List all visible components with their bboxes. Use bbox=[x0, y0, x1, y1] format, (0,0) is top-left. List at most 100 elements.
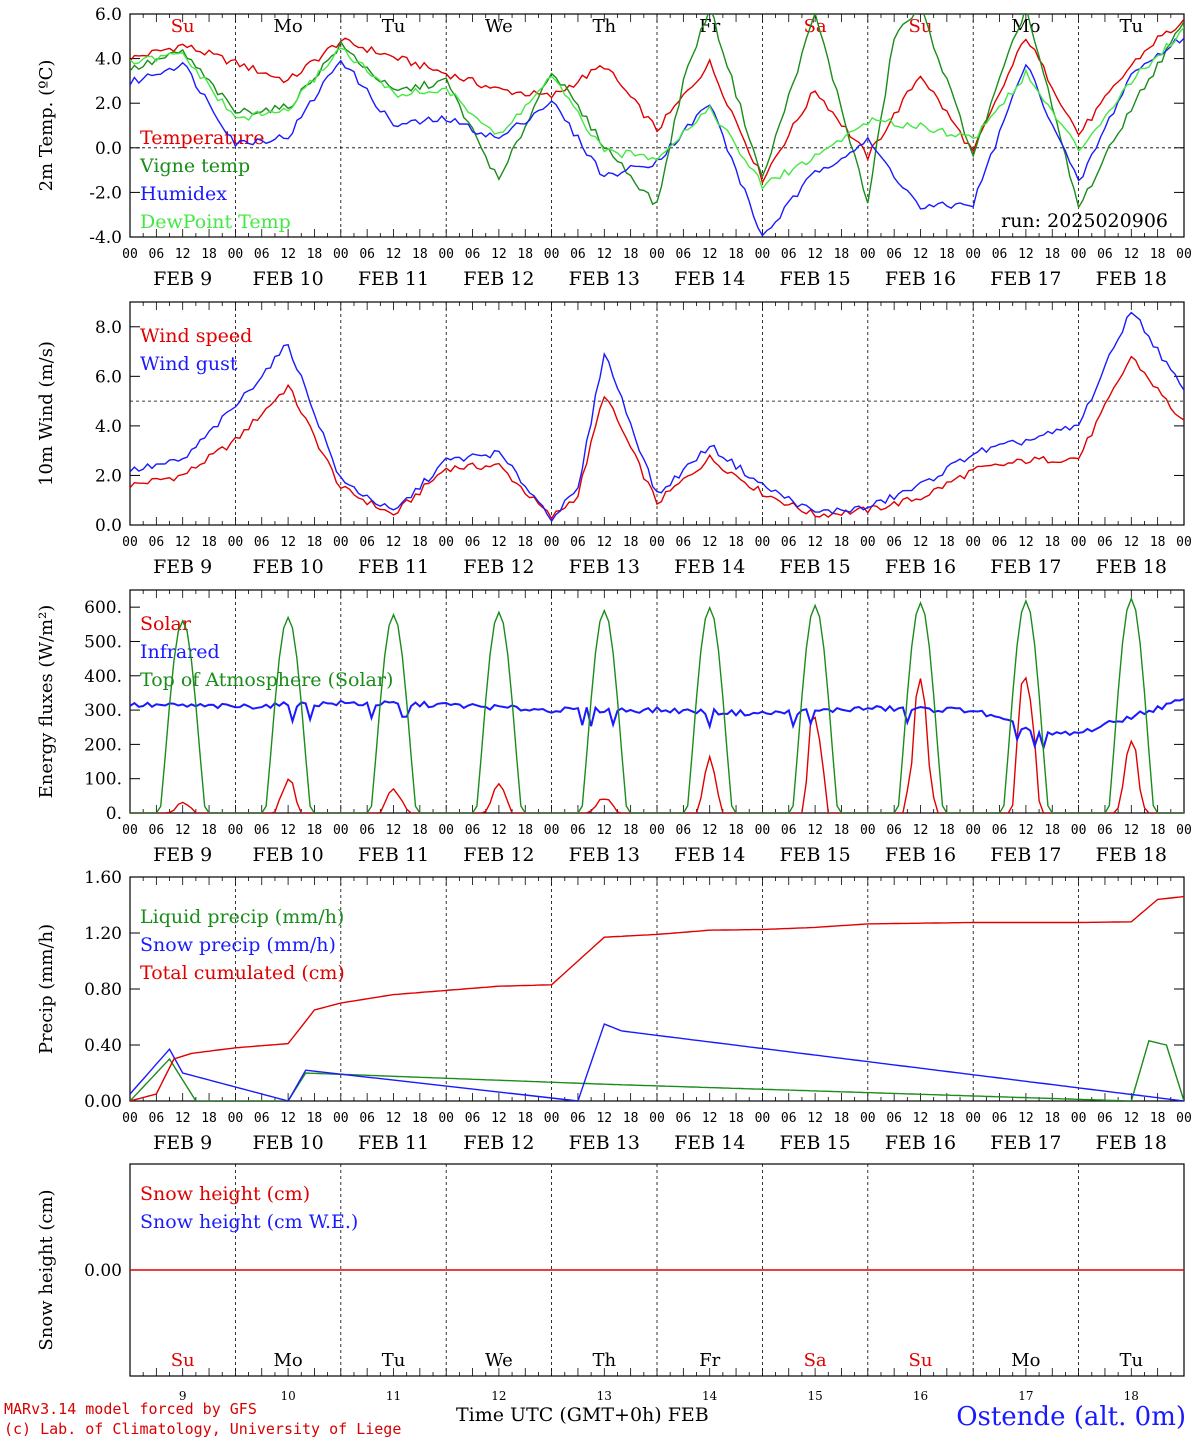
hour-tick-label: 00 bbox=[1176, 823, 1192, 838]
y-tick-label: 400. bbox=[84, 667, 122, 687]
panel-2: 0.0 2.0 4.0 6.0 8.0 10m Wind (m/s) 00 06 12 18 FEB… bbox=[36, 301, 1192, 578]
panel-5: 0.00 Snow height (cm) Su 9 Mo 10 Tu 11 We 12 Th 13 F… bbox=[36, 1163, 1185, 1403]
hour-tick-label: 06 bbox=[359, 1111, 375, 1126]
weekday-label: Sa bbox=[804, 1350, 827, 1371]
hour-tick-label: 18 bbox=[307, 535, 323, 550]
day-label: FEB 9 bbox=[153, 268, 212, 290]
hour-tick-label: 18 bbox=[728, 247, 744, 262]
hour-tick-label: 00 bbox=[122, 247, 138, 262]
hour-tick-label: 18 bbox=[201, 247, 217, 262]
y-tick-label: 2.0 bbox=[95, 466, 122, 486]
hour-tick-label: 18 bbox=[1044, 1111, 1060, 1126]
hour-tick-label: 12 bbox=[386, 247, 402, 262]
hour-tick-label: 06 bbox=[465, 823, 481, 838]
day-number-label: 12 bbox=[491, 1389, 506, 1403]
hour-tick-label: 06 bbox=[149, 1111, 165, 1126]
hour-tick-label: 06 bbox=[676, 535, 692, 550]
day-number-label: 9 bbox=[179, 1389, 187, 1403]
day-label: FEB 16 bbox=[885, 268, 956, 290]
hour-tick-label: 00 bbox=[438, 247, 454, 262]
hour-tick-label: 00 bbox=[333, 1111, 349, 1126]
hour-tick-label: 18 bbox=[201, 535, 217, 550]
hour-tick-label: 06 bbox=[781, 535, 797, 550]
hour-tick-label: 00 bbox=[228, 247, 244, 262]
day-label: FEB 11 bbox=[358, 268, 429, 290]
day-label: FEB 11 bbox=[358, 1132, 429, 1154]
hour-tick-label: 00 bbox=[860, 823, 876, 838]
hour-tick-label: 18 bbox=[307, 247, 323, 262]
y-tick-label: 4.0 bbox=[95, 417, 122, 437]
legend-entry: Total cumulated (cm) bbox=[140, 962, 345, 984]
day-label: FEB 14 bbox=[674, 1132, 745, 1154]
weekday-label: Tu bbox=[382, 16, 406, 37]
hour-tick-label: 12 bbox=[596, 1111, 612, 1126]
hour-tick-label: 00 bbox=[438, 535, 454, 550]
hour-tick-label: 00 bbox=[122, 535, 138, 550]
hour-tick-label: 00 bbox=[333, 823, 349, 838]
hour-tick-label: 12 bbox=[1123, 1111, 1139, 1126]
hour-tick-label: 18 bbox=[623, 823, 639, 838]
weekday-label: We bbox=[485, 1350, 513, 1371]
hour-tick-label: 12 bbox=[386, 1111, 402, 1126]
weekday-label: Su bbox=[909, 1350, 933, 1371]
lab-credit: (c) Lab. of Climatology, University of L… bbox=[4, 1420, 402, 1438]
y-tick-label: 1.20 bbox=[84, 924, 122, 944]
hour-tick-label: 18 bbox=[1150, 823, 1166, 838]
hour-tick-label: 12 bbox=[491, 535, 507, 550]
hour-tick-label: 00 bbox=[438, 823, 454, 838]
weekday-label: Th bbox=[592, 16, 616, 37]
hour-tick-label: 18 bbox=[412, 1111, 428, 1126]
hour-tick-label: 18 bbox=[1150, 1111, 1166, 1126]
hour-tick-label: 12 bbox=[1018, 1111, 1034, 1126]
hour-tick-label: 06 bbox=[886, 247, 902, 262]
hour-tick-label: 00 bbox=[228, 823, 244, 838]
day-label: FEB 14 bbox=[674, 556, 745, 578]
hour-tick-label: 12 bbox=[807, 1111, 823, 1126]
hour-tick-label: 12 bbox=[491, 1111, 507, 1126]
hour-tick-label: 18 bbox=[201, 1111, 217, 1126]
weekday-label: We bbox=[485, 16, 513, 37]
y-tick-label: 500. bbox=[84, 632, 122, 652]
legend-entry: Wind speed bbox=[140, 325, 252, 347]
day-label: FEB 15 bbox=[779, 1132, 850, 1154]
series-line-wind-gust bbox=[130, 311, 1184, 523]
hour-tick-label: 06 bbox=[676, 247, 692, 262]
day-label: FEB 14 bbox=[674, 844, 745, 866]
hour-tick-label: 00 bbox=[860, 535, 876, 550]
weekday-label: Mo bbox=[273, 16, 302, 37]
hour-tick-label: 18 bbox=[517, 1111, 533, 1126]
hour-tick-label: 18 bbox=[1150, 247, 1166, 262]
hour-tick-label: 00 bbox=[544, 1111, 560, 1126]
legend-entry: Snow height (cm) bbox=[140, 1183, 310, 1205]
hour-tick-label: 18 bbox=[834, 535, 850, 550]
hour-tick-label: 12 bbox=[596, 535, 612, 550]
hour-tick-label: 12 bbox=[596, 247, 612, 262]
hour-tick-label: 06 bbox=[1097, 823, 1113, 838]
hour-tick-label: 18 bbox=[412, 535, 428, 550]
hour-tick-label: 18 bbox=[1044, 823, 1060, 838]
day-label: FEB 12 bbox=[463, 556, 534, 578]
hour-tick-label: 12 bbox=[807, 823, 823, 838]
hour-tick-label: 06 bbox=[149, 535, 165, 550]
hour-tick-label: 18 bbox=[307, 823, 323, 838]
hour-tick-label: 00 bbox=[649, 247, 665, 262]
y-axis-label: 2m Temp. (ºC) bbox=[36, 60, 57, 192]
weekday-label: Fr bbox=[699, 1350, 720, 1371]
hour-tick-label: 00 bbox=[228, 1111, 244, 1126]
hour-tick-label: 12 bbox=[702, 1111, 718, 1126]
hour-tick-label: 06 bbox=[570, 535, 586, 550]
hour-tick-label: 12 bbox=[702, 823, 718, 838]
day-number-label: 18 bbox=[1124, 1389, 1139, 1403]
series-line-vigne-temp bbox=[130, 14, 1184, 210]
y-tick-label: 200. bbox=[84, 735, 122, 755]
legend-entry: Vigne temp bbox=[139, 155, 250, 177]
y-tick-label: 4.0 bbox=[95, 50, 122, 70]
hour-tick-label: 06 bbox=[149, 247, 165, 262]
panel-3: 0. 100. 200. 300. 400. 500. 600. Energy fluxes … bbox=[36, 589, 1192, 866]
y-tick-label: 0.80 bbox=[84, 980, 122, 1000]
day-label: FEB 15 bbox=[779, 268, 850, 290]
hour-tick-label: 00 bbox=[860, 1111, 876, 1126]
y-tick-label: 300. bbox=[84, 701, 122, 721]
hour-tick-label: 06 bbox=[254, 1111, 270, 1126]
hour-tick-label: 06 bbox=[570, 247, 586, 262]
